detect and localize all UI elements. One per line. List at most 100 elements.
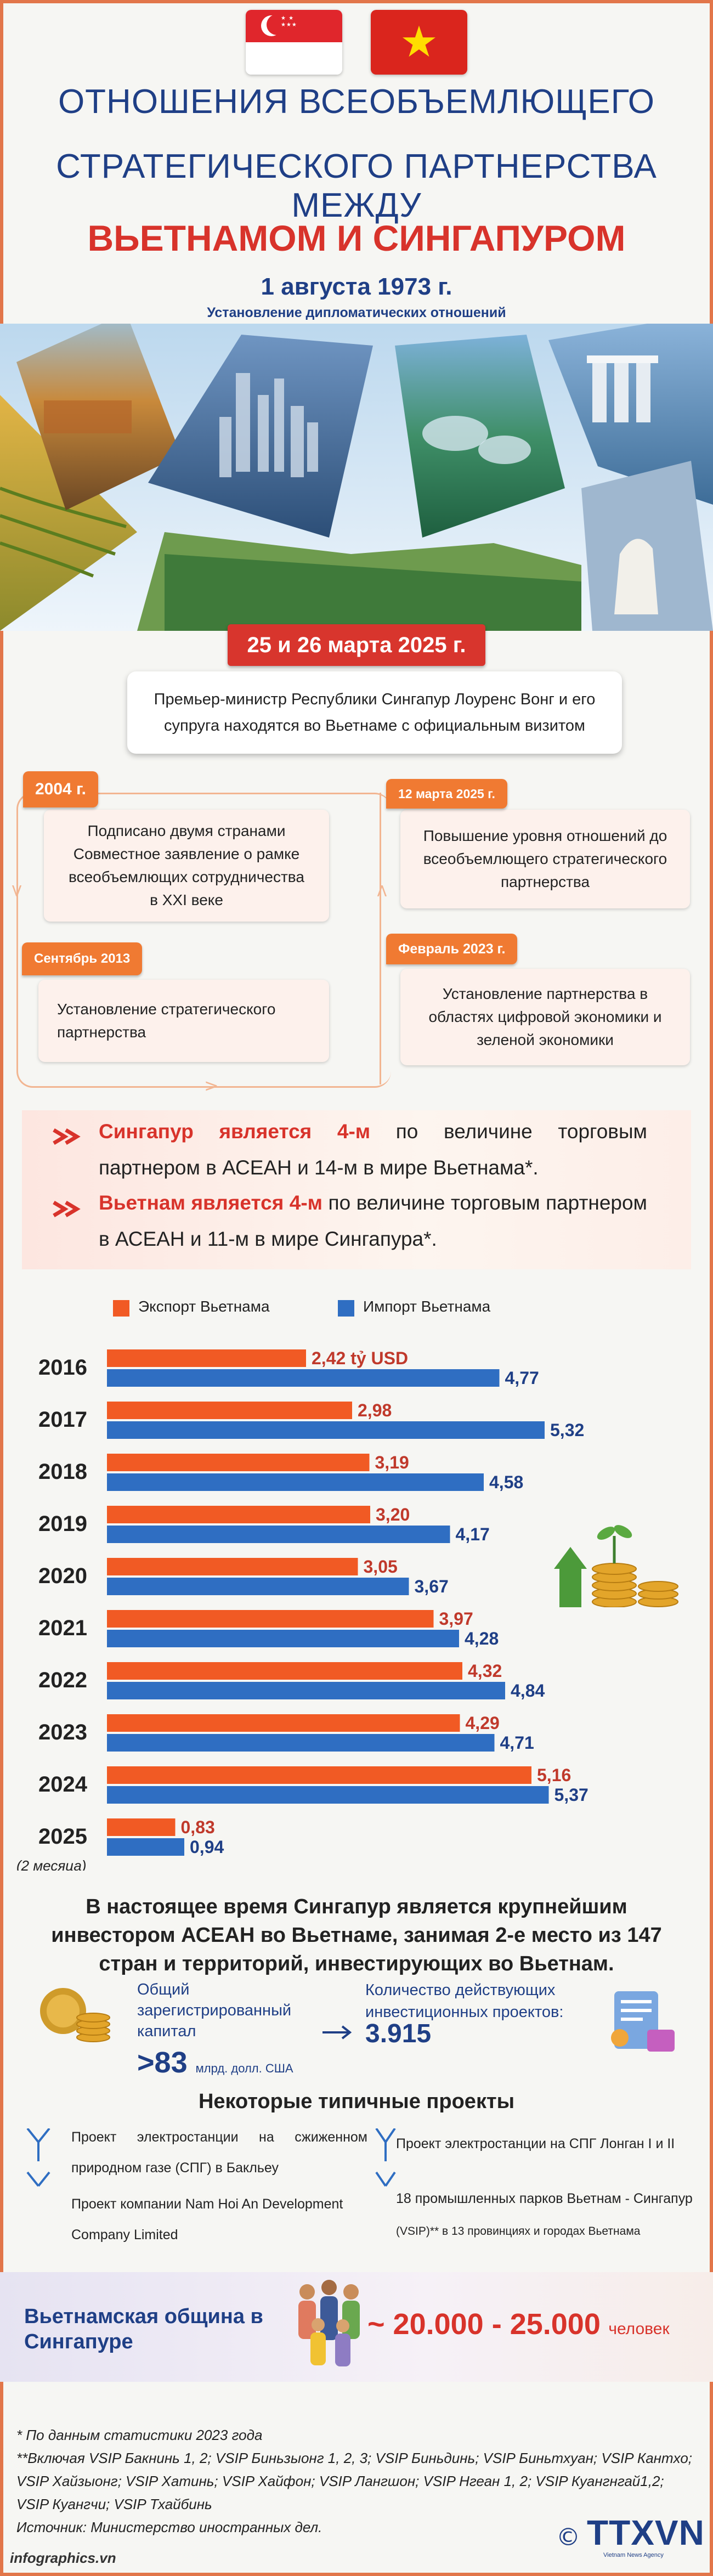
bar-export xyxy=(107,1558,358,1575)
agency-logo: TTXVN xyxy=(587,2513,705,2552)
bar-value-label: 0,94 xyxy=(190,1837,224,1857)
category-label: 2022 xyxy=(38,1668,87,1692)
timeline-event-2025: Повышение уровня отношений до всеобъемлю… xyxy=(400,810,690,908)
trade-bar-chart: 2016 2,42 tỷ USD 4,77 2017 2,98 5,32 2018 3,19 4… xyxy=(16,1348,588,1871)
category-label: 2018 xyxy=(38,1460,87,1484)
projects-count-label: Количество действующих инвестиционных пр… xyxy=(365,1981,564,2021)
copyright-icon: © xyxy=(556,2523,580,2551)
category-label: 2017 xyxy=(38,1408,87,1432)
category-label: 2016 xyxy=(38,1355,87,1380)
community-value-block: ~ 20.000 - 25.000 человек xyxy=(367,2307,670,2341)
double-chevron-icon xyxy=(53,1200,81,1218)
timeline-arrow-down-icon: > xyxy=(7,883,28,899)
bar-export xyxy=(107,1506,370,1523)
project-item-note: (VSIP)** в 13 провинциях и городах Вьетн… xyxy=(396,2225,641,2238)
category-label: 2024 xyxy=(38,1772,88,1797)
bar-import xyxy=(107,1578,409,1595)
trade-partner-rest: по величине торговым партнером в АСЕАН и… xyxy=(99,1120,647,1179)
visit-description-box: Премьер-министр Республики Сингапур Лоур… xyxy=(127,671,622,754)
footnote-2: **Включая VSIP Бакнинь 1, 2; VSIP Биньзы… xyxy=(16,2450,693,2512)
timeline-left-loop xyxy=(16,793,391,1088)
bar-value-label: 5,16 xyxy=(537,1765,571,1785)
category-label: 2021 xyxy=(38,1616,87,1640)
footnote-source: Источник: Министерство иностранных дел. xyxy=(16,2519,322,2535)
title-line-1: ОТНОШЕНИЯ ВСЕОБЪЕМЛЮЩЕГО xyxy=(58,83,655,121)
bar-value-label: 4,58 xyxy=(489,1472,523,1492)
legend-swatch-export xyxy=(113,1300,129,1317)
bar-import xyxy=(107,1630,459,1647)
timeline-event-text: Подписано двумя странами Совместное заяв… xyxy=(69,822,304,908)
bar-export xyxy=(107,1714,460,1732)
legend-label-import: Импорт Вьетнама xyxy=(363,1298,491,1315)
bar-import xyxy=(107,1473,484,1491)
bar-value-label: 5,37 xyxy=(554,1785,588,1805)
bar-export xyxy=(107,1766,531,1784)
money-growth-icon xyxy=(554,1525,678,1607)
timeline-arrow-right-icon: > xyxy=(204,1075,219,1096)
vietnam-flag-icon: ★ xyxy=(371,10,467,75)
timeline-date-tag: Февраль 2023 г. xyxy=(386,934,518,964)
timeline-arrow-up-icon: > xyxy=(371,883,392,899)
timeline-event-text: Повышение уровня отношений до всеобъемлю… xyxy=(423,827,667,890)
timeline-event-2023: Установление партнерства в областях цифр… xyxy=(400,969,690,1065)
title-line-2: СТРАТЕГИЧЕСКОГО ПАРТНЕРСТВА МЕЖДУ xyxy=(56,148,657,224)
project-item: Проект компании Nam Hoi An Development C… xyxy=(71,2196,343,2242)
bar-value-label: 3,97 xyxy=(439,1609,473,1629)
timeline-divider xyxy=(373,793,381,1084)
category-label: 2020 xyxy=(38,1564,87,1588)
bar-export xyxy=(107,1349,306,1367)
bar-value-label: 4,28 xyxy=(465,1629,499,1648)
bar-value-label: 0,83 xyxy=(181,1817,215,1837)
timeline-date-tag: 2004 г. xyxy=(23,771,98,807)
community-label: Вьетнамская община в Сингапуре xyxy=(24,2305,263,2353)
photo-collage xyxy=(0,324,713,631)
bar-value-label: 3,05 xyxy=(364,1557,398,1577)
project-item: Проект электростанции на сжиженном приро… xyxy=(71,2129,367,2176)
capital-unit: млрд. долл. США xyxy=(195,2061,293,2075)
bar-export xyxy=(107,1610,434,1628)
category-note: (2 месяца) xyxy=(16,1857,87,1871)
bar-value-label: 4,77 xyxy=(505,1368,539,1388)
power-plant-icon xyxy=(26,2128,50,2187)
bar-value-label: 3,19 xyxy=(375,1453,409,1472)
bar-value-label: 5,32 xyxy=(550,1420,584,1440)
arrow-right-icon xyxy=(322,2025,352,2040)
capital-value-number: >83 xyxy=(137,2046,188,2079)
singapore-flag-icon: ★ ★ ★★★ xyxy=(246,10,342,75)
footer-site-link[interactable]: infographics.vn xyxy=(10,2550,116,2566)
bar-value-label: 3,20 xyxy=(376,1505,410,1524)
bar-import xyxy=(107,1786,549,1804)
bar-export xyxy=(107,1402,352,1419)
coins-icon xyxy=(40,1988,110,2042)
trade-partner-line-1: Сингапур является 4-м по величине торгов… xyxy=(99,1114,647,1186)
visit-date-badge: 25 и 26 марта 2025 г. xyxy=(228,624,485,666)
title-line-3: ВЬЕТНАМОМ И СИНГАПУРОМ xyxy=(87,218,626,258)
community-unit: человек xyxy=(608,2320,670,2338)
timeline-date-tag: Сентябрь 2013 xyxy=(22,942,143,975)
bar-import xyxy=(107,1369,500,1387)
project-item: 18 промышленных парков Вьетнам - Сингапу… xyxy=(396,2191,693,2206)
footnotes: * По данным статистики 2023 года **Включ… xyxy=(16,2424,697,2539)
trade-partner-section xyxy=(22,1110,691,1269)
project-item: Проект электростанции на СПГ Лонган I и … xyxy=(396,2136,675,2151)
capital-value: >83 млрд. долл. США xyxy=(137,2046,293,2085)
projects-count-value: 3.915 xyxy=(365,2019,432,2048)
bar-value-label: 4,29 xyxy=(466,1713,500,1733)
timeline-date-tag: 12 марта 2025 г. xyxy=(386,779,507,809)
bar-value-label: 2,42 tỷ USD xyxy=(312,1348,408,1368)
timeline-event-2004: Подписано двумя странами Совместное заяв… xyxy=(44,810,329,922)
trade-partner-rest: по величине торговым партнером в АСЕАН и… xyxy=(99,1191,647,1250)
category-label: 2025 xyxy=(38,1824,87,1849)
people-group-icon xyxy=(298,2280,360,2366)
bar-import xyxy=(107,1838,184,1856)
agency-logo-subtitle: Vietnam News Agency xyxy=(603,2552,664,2558)
bar-value-label: 3,67 xyxy=(415,1577,449,1596)
bar-import xyxy=(107,1682,505,1699)
community-value: ~ 20.000 - 25.000 xyxy=(367,2308,601,2341)
bar-export xyxy=(107,1662,462,1680)
category-label: 2023 xyxy=(38,1720,87,1744)
bar-import xyxy=(107,1526,450,1543)
timeline-event-2013: Установление стратегического партнерства xyxy=(38,980,329,1062)
relations-date-caption: Установление дипломатических отношений xyxy=(207,305,506,320)
